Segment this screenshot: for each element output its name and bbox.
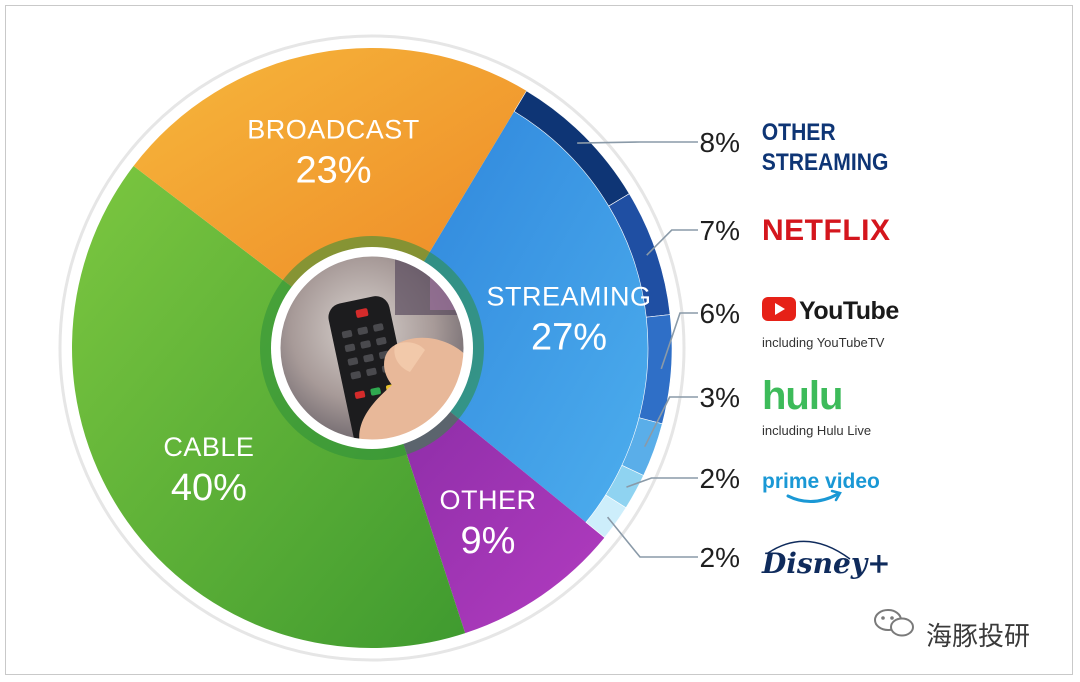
legend-label-disney-: Disney+ — [761, 547, 891, 580]
leader-lines — [577, 141, 698, 558]
legend-value-netflix: 7% — [700, 215, 740, 246]
slice-value-other: 9% — [461, 520, 516, 562]
pie-slice-broadcast — [133, 47, 527, 291]
disney-arc-icon — [767, 540, 851, 560]
legend-label-prime-video: prime video — [762, 470, 880, 493]
slice-label-streaming: STREAMING — [487, 282, 652, 312]
legend-label-youtube: YouTube — [799, 297, 899, 325]
amazon-smile-icon — [786, 489, 842, 503]
legend-value-hulu: 3% — [700, 382, 740, 413]
youtube-play-icon — [762, 297, 796, 321]
slice-label-other: OTHER — [439, 485, 536, 515]
main-segments — [71, 47, 672, 648]
slice-label-broadcast: BROADCAST — [247, 115, 420, 145]
slice-value-streaming: 27% — [531, 317, 607, 359]
streaming-legend: 8% OTHER STREAMING 7% NETFLIX 6% YouTube includ… — [700, 119, 900, 580]
legend-label-hulu: hulu — [762, 374, 842, 418]
segment-labels: STREAMING 27% OTHER 9% CABLE 40% BROADCAST 23% — [163, 115, 651, 562]
leader-line-youtube — [660, 312, 698, 370]
slice-value-cable: 40% — [171, 467, 247, 509]
slice-value-broadcast: 23% — [295, 150, 371, 192]
slice-label-cable: CABLE — [163, 432, 254, 462]
legend-sublabel-hulu: including Hulu Live — [762, 423, 871, 438]
pie-slice-other — [401, 408, 605, 634]
legend-label-netflix: NETFLIX — [762, 214, 891, 247]
legend-value-other-streaming: 8% — [700, 127, 740, 158]
pie-slice-cable — [71, 165, 466, 648]
leader-line-hulu — [643, 396, 698, 448]
legend-label-other-streaming: OTHER — [762, 119, 836, 146]
watermark: 海豚投研 — [874, 609, 1030, 652]
leader-line-other-streaming — [577, 141, 698, 144]
legend-label-other-streaming: STREAMING — [762, 149, 889, 176]
legend-value-disney-: 2% — [700, 542, 740, 573]
legend-value-youtube: 6% — [700, 298, 740, 329]
leader-line-disney- — [606, 516, 698, 558]
wechat-icon — [874, 609, 914, 637]
leader-line-prime-video — [626, 477, 698, 488]
legend-value-prime-video: 2% — [700, 463, 740, 494]
leader-line-netflix — [646, 229, 698, 256]
watermark-text: 海豚投研 — [926, 622, 1030, 652]
ring-slice-disney- — [585, 494, 627, 538]
legend-sublabel-youtube: including YouTubeTV — [762, 335, 885, 350]
